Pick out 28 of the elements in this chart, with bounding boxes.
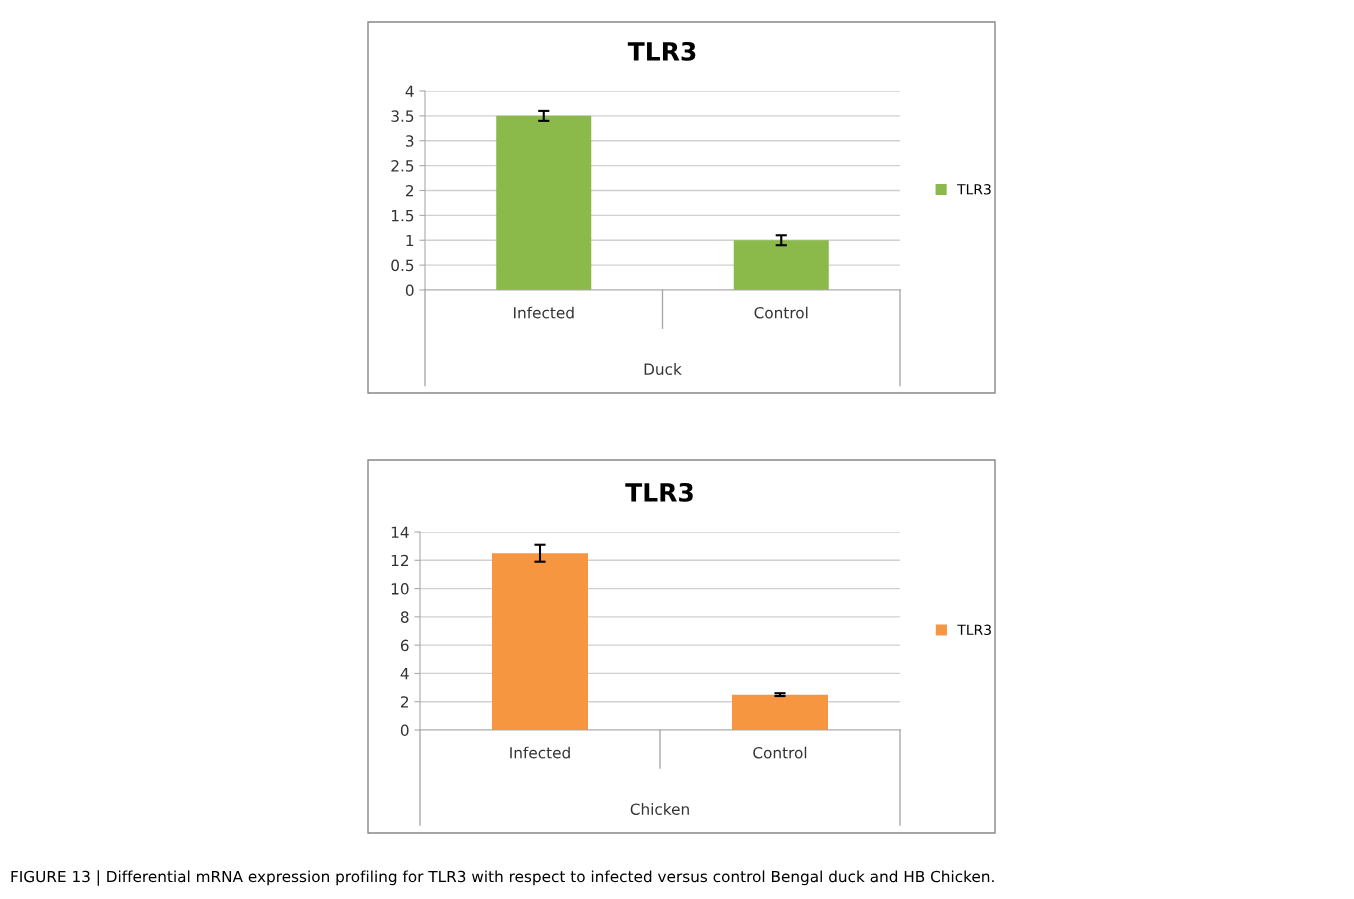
x-tick-label: Infected xyxy=(514,306,574,319)
x-tick-label: Infected xyxy=(510,746,570,759)
y-tick-label: 10 xyxy=(391,583,409,595)
y-tick-label: 0 xyxy=(405,284,414,297)
caption: FIGURE 13 | Differential mRNA expression profiling for TLR3 with respect to infected versus control Bengal duck and HB Chicken. xyxy=(11,870,994,886)
y-tick-label: 4 xyxy=(400,668,409,680)
y-tick-label: 14 xyxy=(391,526,409,538)
x-tick-label: Control xyxy=(753,746,807,759)
x-axis-title: Duck xyxy=(644,363,682,375)
y-tick-label: 0.5 xyxy=(391,259,414,272)
chart-title: TLR3 xyxy=(625,482,693,502)
y-tick-label: 12 xyxy=(391,554,409,567)
y-tick-label: 3.5 xyxy=(391,110,414,122)
y-tick-label: 2 xyxy=(400,696,409,708)
y-tick-label: 6 xyxy=(400,639,409,652)
y-tick-label: 2 xyxy=(405,184,414,197)
y-tick-label: 4 xyxy=(405,85,414,97)
y-tick-label: 1.5 xyxy=(391,210,414,222)
x-axis-title: Chicken xyxy=(630,803,689,815)
x-tick-label: Control xyxy=(754,306,808,319)
legend-label: TLR3 xyxy=(957,624,991,636)
y-tick-label: 0 xyxy=(400,724,409,737)
y-tick-label: 2.5 xyxy=(391,160,414,172)
y-tick-label: 8 xyxy=(400,611,409,623)
chart-title: TLR3 xyxy=(627,41,696,61)
y-tick-label: 3 xyxy=(406,135,414,147)
legend-label: TLR3 xyxy=(957,184,991,195)
y-tick-label: 1 xyxy=(406,234,414,247)
